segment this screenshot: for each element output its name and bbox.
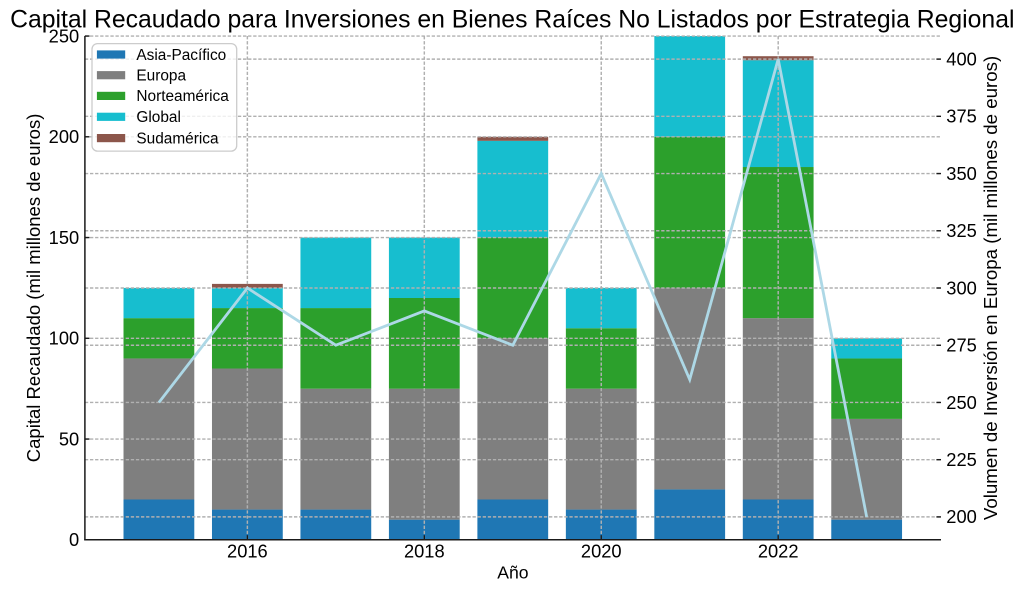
- svg-text:Año: Año: [497, 562, 529, 582]
- svg-text:50: 50: [59, 428, 79, 449]
- svg-text:Europa: Europa: [136, 68, 186, 85]
- svg-text:325: 325: [946, 220, 977, 241]
- svg-text:200: 200: [946, 506, 977, 527]
- svg-text:400: 400: [946, 48, 977, 69]
- svg-text:250: 250: [49, 25, 80, 46]
- svg-text:200: 200: [49, 126, 80, 147]
- svg-text:Norteamérica: Norteamérica: [136, 88, 229, 105]
- svg-text:Asia-Pacífico: Asia-Pacífico: [136, 47, 226, 64]
- svg-text:Global: Global: [136, 109, 181, 126]
- svg-text:250: 250: [946, 392, 977, 413]
- svg-text:0: 0: [69, 529, 79, 550]
- svg-text:150: 150: [49, 227, 80, 248]
- svg-text:Capital Recaudado para Inversi: Capital Recaudado para Inversiones en Bi…: [10, 6, 1014, 33]
- svg-text:100: 100: [49, 328, 80, 349]
- svg-text:375: 375: [946, 106, 977, 127]
- svg-text:Sudamérica: Sudamérica: [136, 130, 219, 147]
- svg-text:225: 225: [946, 449, 977, 470]
- svg-text:2022: 2022: [758, 540, 799, 561]
- svg-text:300: 300: [946, 277, 977, 298]
- svg-text:2020: 2020: [581, 540, 622, 561]
- svg-text:2016: 2016: [227, 540, 268, 561]
- svg-text:275: 275: [946, 335, 977, 356]
- svg-text:2018: 2018: [404, 540, 445, 561]
- svg-text:Volumen de Inversión en Europa: Volumen de Inversión en Europa (mil mill…: [980, 56, 1001, 520]
- svg-text:350: 350: [946, 163, 977, 184]
- svg-text:Capital Recaudado (mil millone: Capital Recaudado (mil millones de euros…: [23, 114, 44, 463]
